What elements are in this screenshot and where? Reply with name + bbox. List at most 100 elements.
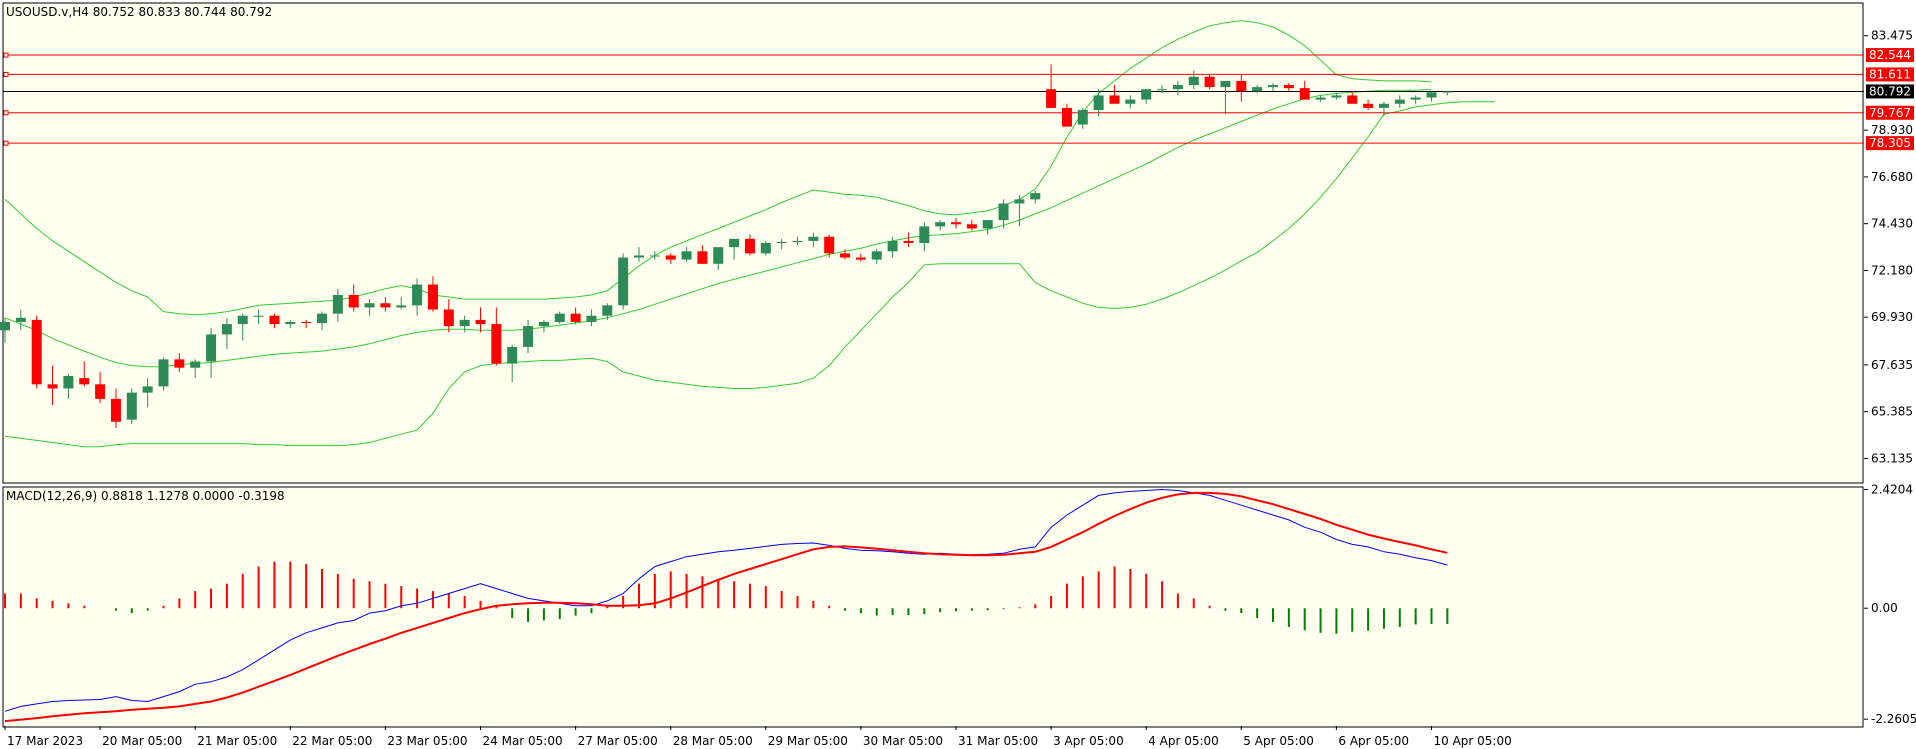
candle-up <box>206 334 217 362</box>
candle-up <box>285 321 296 325</box>
macd-title: MACD(12,26,9) 0.8818 1.1278 0.0000 -0.31… <box>6 489 285 503</box>
candle-down <box>95 384 106 399</box>
candle-down <box>47 384 58 389</box>
candle-up <box>586 315 597 322</box>
time-tick-label: 31 Mar 05:00 <box>958 734 1038 748</box>
level-label-bg <box>1866 105 1914 120</box>
candle-down <box>1363 103 1374 108</box>
candle-up <box>364 303 375 308</box>
candle-up <box>1442 91 1453 93</box>
candle-down <box>697 251 708 264</box>
level-marker <box>3 52 9 58</box>
candle-down <box>31 319 42 385</box>
candle-up <box>126 392 137 420</box>
level-label: 79.767 <box>1869 106 1911 120</box>
time-tick-label: 23 Mar 05:00 <box>387 734 467 748</box>
candle-down <box>491 324 502 364</box>
candle-up <box>649 255 660 257</box>
macd-tick-label: 2.4204 <box>1871 482 1913 496</box>
current-price-label: 80.792 <box>1869 84 1911 98</box>
candle-up <box>602 305 613 316</box>
candle-up <box>760 243 771 254</box>
candle-up <box>1014 199 1025 204</box>
current-price-label-bg <box>1866 84 1914 99</box>
level-label-bg <box>1866 136 1914 151</box>
candle-up <box>317 313 327 324</box>
candle-up <box>1252 87 1263 92</box>
candle-up <box>1141 89 1152 100</box>
level-label-bg <box>1866 67 1914 82</box>
candle-up <box>253 315 264 317</box>
candle-down <box>301 321 312 324</box>
candle-down <box>1046 89 1057 108</box>
candle-down <box>744 238 755 254</box>
macd-pane[interactable] <box>2 486 1864 728</box>
candle-down <box>855 257 866 260</box>
time-tick-label: 20 Mar 05:00 <box>102 734 182 748</box>
candle-down <box>269 315 280 325</box>
candle-up <box>1157 89 1168 91</box>
time-tick-label: 28 Mar 05:00 <box>673 734 753 748</box>
level-marker <box>3 110 9 116</box>
candle-up <box>1378 103 1389 108</box>
candles[interactable] <box>0 64 1453 428</box>
candle-up <box>1268 85 1278 88</box>
candle-down <box>1347 95 1358 104</box>
candle-up <box>237 315 248 325</box>
macd-tick-label: -2.2605 <box>1871 712 1916 726</box>
candle-down <box>348 294 359 308</box>
candle-down <box>443 309 454 327</box>
price-tick-label: 65.385 <box>1871 405 1913 419</box>
macd-tick-label: 0.00 <box>1871 601 1898 615</box>
candle-up <box>935 222 946 227</box>
time-tick-label: 29 Mar 05:00 <box>768 734 848 748</box>
candle-up <box>1394 99 1405 104</box>
price-tick-label: 78.930 <box>1871 123 1913 137</box>
candle-up <box>618 257 629 306</box>
price-levels <box>3 52 1864 146</box>
band-upper-line <box>4 20 1432 316</box>
candle-up <box>1172 85 1183 90</box>
macd-histogram <box>4 561 1449 634</box>
candle-down <box>1109 95 1120 104</box>
candle-up <box>1426 92 1437 98</box>
candle-up <box>142 386 153 393</box>
candle-up <box>792 240 803 242</box>
candle-up <box>1188 76 1199 86</box>
candle-down <box>380 303 391 308</box>
candle-down <box>1061 107 1072 127</box>
time-tick-label: 21 Mar 05:00 <box>197 734 277 748</box>
time-tick-label: 24 Mar 05:00 <box>483 734 563 748</box>
band-lower-line <box>4 101 1495 448</box>
candle-up <box>554 313 565 322</box>
time-tick-label: 30 Mar 05:00 <box>863 734 943 748</box>
candle-up <box>190 361 201 368</box>
time-tick-label: 17 Mar 2023 <box>7 734 83 748</box>
price-tick-label: 74.430 <box>1871 217 1913 231</box>
time-tick-label: 6 Apr 05:00 <box>1338 734 1409 748</box>
candle-up <box>459 319 470 327</box>
candle-up <box>1410 97 1421 100</box>
price-tick-label: 69.930 <box>1871 310 1913 324</box>
price-tick-label: 67.635 <box>1871 358 1913 372</box>
candle-up <box>982 220 993 229</box>
macd-axis: 2.4204 0.00 -2.2605 <box>1864 482 1916 726</box>
candle-down <box>903 240 914 243</box>
candle-up <box>998 203 1009 221</box>
price-tick-label: 83.475 <box>1871 29 1913 43</box>
level-label-bg <box>1866 48 1914 63</box>
chart-title: USOUSD.v,H4 80.752 80.833 80.744 80.792 <box>6 5 272 19</box>
candle-up <box>221 324 232 335</box>
price-tick-label: 63.135 <box>1871 451 1913 465</box>
price-pane[interactable] <box>2 2 1864 484</box>
candle-down <box>1283 85 1294 89</box>
level-label: 82.544 <box>1869 48 1911 62</box>
candle-up <box>919 226 930 243</box>
candle-up <box>1331 95 1342 98</box>
candle-up <box>538 321 549 327</box>
time-tick-label: 27 Mar 05:00 <box>578 734 658 748</box>
candle-up <box>0 321 10 331</box>
time-tick-label: 4 Apr 05:00 <box>1148 734 1219 748</box>
macd-line <box>4 488 1448 712</box>
